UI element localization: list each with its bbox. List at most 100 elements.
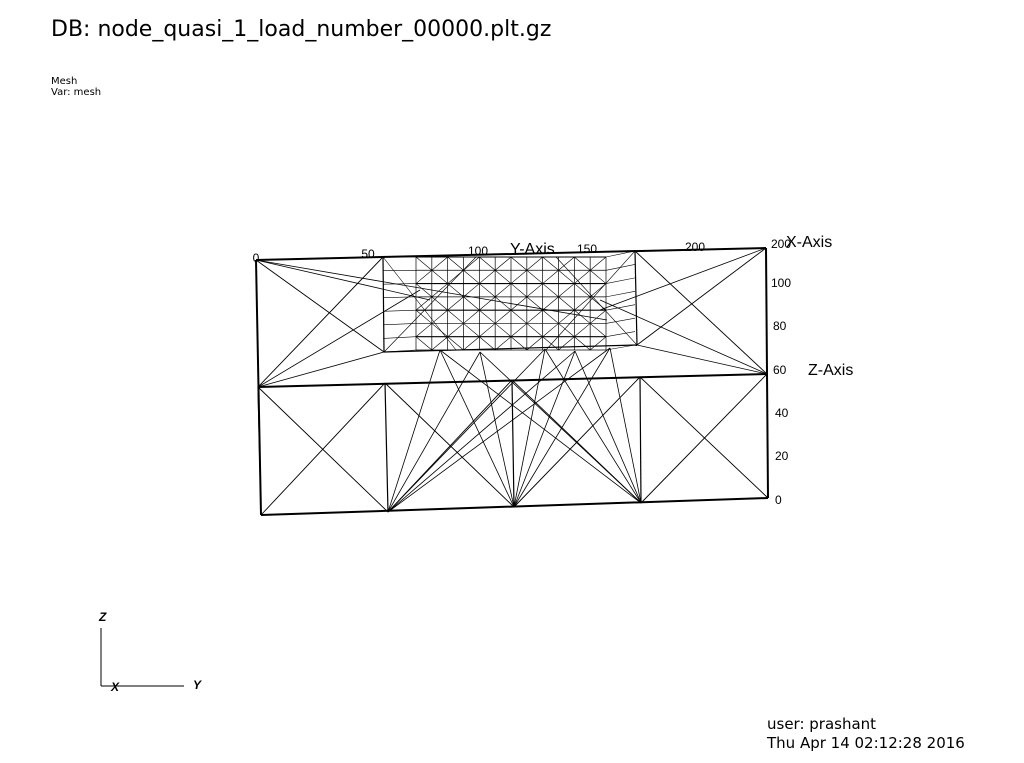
mesh-edge — [574, 296, 591, 311]
mesh-edge — [510, 283, 528, 298]
mesh-edge — [257, 386, 262, 516]
mesh-edge — [479, 351, 515, 508]
mesh-edge — [558, 309, 575, 324]
mesh-edge — [558, 256, 575, 271]
mesh-edge — [558, 296, 575, 311]
mesh-edge — [510, 309, 528, 324]
mesh-edge — [447, 256, 464, 271]
user-label: user: prashant — [767, 715, 877, 733]
mesh-edge — [384, 382, 515, 508]
mesh-edge — [382, 283, 417, 285]
mesh-edge — [510, 323, 528, 337]
mesh-edge — [447, 336, 464, 351]
mesh-edge — [526, 256, 543, 271]
mesh-edge — [447, 296, 464, 311]
mesh-edge — [463, 296, 480, 311]
z-tick-label: 200 — [771, 237, 791, 251]
mesh-edge — [513, 348, 546, 508]
mesh-edge — [463, 309, 480, 324]
mesh-edge — [494, 283, 512, 298]
mesh-edge — [431, 296, 448, 311]
mesh-edge — [634, 250, 768, 375]
mesh-edge — [494, 256, 512, 271]
mesh-edge — [439, 349, 642, 504]
mesh-edge — [494, 270, 512, 284]
plot-name-label: Mesh — [51, 76, 78, 87]
mesh-edge — [447, 309, 464, 324]
mesh-edge — [510, 270, 528, 284]
z-tick-label: 60 — [773, 363, 787, 377]
mesh-edge — [387, 347, 611, 513]
plot-variable-label: Var: mesh — [51, 87, 102, 98]
mesh-edge — [463, 336, 480, 351]
mesh-edge — [382, 323, 417, 326]
triad-x-label: X — [110, 680, 120, 694]
y-tick-label: 0 — [253, 251, 260, 265]
mesh-edge — [639, 376, 769, 499]
mesh-edge — [766, 373, 769, 499]
mesh-edge — [387, 351, 481, 513]
mesh-edge — [558, 270, 575, 284]
mesh-edge — [463, 256, 480, 271]
mesh-edge — [542, 296, 559, 311]
z-tick-label: 100 — [771, 276, 791, 290]
mesh-edge — [382, 349, 417, 353]
mesh-edge — [479, 323, 496, 337]
mesh-edge — [387, 350, 576, 513]
mesh-edge — [447, 283, 464, 298]
z-axis-title: Z-Axis — [808, 362, 853, 379]
mesh-edge — [257, 351, 385, 388]
z-tick-label: 40 — [775, 406, 789, 420]
mesh-edge — [479, 270, 496, 284]
mesh-edge — [574, 336, 591, 351]
mesh-edge — [545, 250, 636, 351]
mesh-edge — [260, 382, 386, 516]
mesh-edge — [479, 336, 496, 351]
mesh-edge — [494, 296, 512, 311]
mesh-edge — [555, 256, 638, 346]
mesh-edge — [415, 336, 433, 351]
mesh-edge — [494, 323, 512, 337]
mesh-edge — [605, 250, 636, 258]
timestamp-label: Thu Apr 14 02:12:28 2016 — [767, 734, 965, 752]
mesh-edge — [526, 283, 543, 298]
mesh-edge — [589, 270, 607, 284]
triad-y-label: Y — [193, 678, 202, 692]
mesh-edge — [544, 348, 642, 504]
mesh-edge — [479, 296, 496, 311]
mesh-edge — [387, 348, 546, 513]
mesh-edge — [558, 283, 575, 298]
mesh-edge — [513, 376, 641, 508]
mesh-edge — [605, 290, 636, 298]
mesh-edge — [257, 289, 421, 388]
mesh-edge — [479, 351, 642, 504]
mesh-edge — [526, 270, 543, 284]
mesh-edge — [513, 350, 576, 508]
y-axis-title: Y-Axis — [510, 241, 555, 258]
mesh-edge — [510, 256, 528, 271]
mesh-edge — [431, 336, 448, 351]
triad-z-label: Z — [98, 610, 107, 624]
mesh-edge — [415, 283, 433, 298]
mesh-edge — [542, 309, 559, 324]
mesh-edge — [255, 259, 385, 353]
y-tick-label: 50 — [361, 247, 375, 261]
mesh-edge — [605, 304, 636, 311]
z-tick-label: 20 — [775, 449, 789, 463]
mesh-edge — [513, 347, 611, 508]
mesh-edge — [574, 283, 591, 298]
axis-triad: Z X Y — [98, 610, 202, 694]
mesh-edge — [431, 270, 448, 284]
mesh-edge — [447, 323, 464, 337]
mesh-edge — [542, 323, 559, 337]
mesh-edge — [415, 256, 433, 271]
mesh-edge — [382, 256, 457, 351]
mesh-edge — [526, 296, 543, 311]
mesh-edge — [542, 336, 559, 351]
mesh-edge — [382, 296, 417, 299]
mesh-edge — [574, 309, 591, 324]
z-tick-label: 0 — [775, 493, 782, 507]
mesh-edge — [511, 379, 515, 508]
mesh-edge — [526, 336, 543, 351]
mesh-edge — [479, 256, 496, 271]
